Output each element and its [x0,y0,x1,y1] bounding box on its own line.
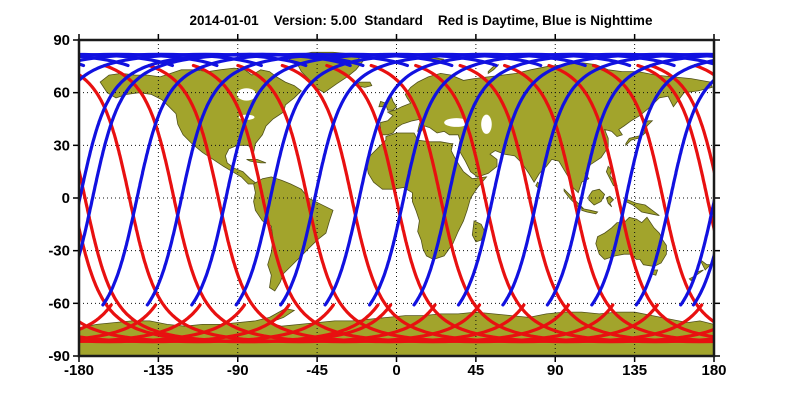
nighttime-tracks-path [590,58,714,307]
nighttime-tracks-path [79,52,365,262]
x-tick-label: -180 [64,362,94,379]
daytime-tracks-path [191,63,570,344]
daytime-tracks-path [369,63,714,344]
daytime-tracks-path [325,63,704,344]
x-tick-label: 180 [701,362,726,379]
landmass [625,199,660,216]
nighttime-tracks-path [279,52,587,307]
sea [444,118,469,127]
daytime-tracks-path [547,63,714,339]
x-tick-label: -90 [227,362,249,379]
nighttime-tracks-path [738,54,800,305]
y-tick-label: -90 [48,348,70,365]
y-tick-label: 30 [53,137,70,154]
x-tick-label: -135 [143,362,173,379]
y-tick-label: 0 [62,190,70,207]
daytime-tracks-path [784,66,800,342]
landmass [605,195,615,208]
y-tick-label: -30 [48,243,70,260]
sea [236,88,257,101]
daytime-tracks-path [280,63,659,344]
landmass [581,208,599,215]
x-tick-label: -45 [306,362,328,379]
nighttime-tracks-path [79,52,308,83]
figure-title: 2014-01-01 Version: 5.00 Standard Red is… [189,13,653,28]
landmass [588,188,606,206]
daytime-tracks-path [636,63,714,236]
nighttime-tracks-path [323,52,632,307]
daytime-tracks-path [649,63,714,178]
x-tick-label: 0 [392,362,400,379]
y-tick-label: -60 [48,295,70,312]
nighttime-tracks-path [545,53,714,307]
x-tick-label: 45 [468,362,485,379]
nighttime-tracks-path [79,52,352,210]
nighttime-tracks-path [782,54,800,305]
daytime-tracks [0,63,800,344]
x-tick-label: 135 [622,362,647,379]
daytime-tracks-path [740,66,800,342]
daytime-tracks-path [0,66,22,342]
nighttime-tracks-path [501,52,714,307]
nighttime-tracks-path [634,78,714,307]
daytime-tracks-path [147,63,526,344]
nighttime-tracks-path [79,62,86,68]
nighttime-tracks-path [412,52,714,307]
axis-ticks: -180 -135 -90 -45 0 45 90 135 180 90 60 30 0 -30 -60 -9… [48,32,726,379]
sea [481,114,492,134]
nighttime-tracks-path [679,194,714,307]
nighttime-tracks-path [234,52,543,307]
nighttime-tracks-path [0,54,39,305]
daytime-tracks-path [458,63,714,344]
x-tick-label: 90 [547,362,564,379]
plot-frame [77,38,716,358]
nighttime-tracks-path [456,52,714,307]
daytime-tracks-path [503,63,714,343]
landmass [380,62,713,194]
y-tick-label: 60 [53,85,70,102]
nighttime-tracks-path [190,52,498,307]
daytime-tracks-path [414,63,714,344]
nighttime-tracks [0,52,800,307]
daytime-tracks-path [236,63,615,344]
nighttime-tracks-path [145,52,454,307]
daytime-tracks-path [79,303,335,344]
nighttime-tracks-path [101,52,409,307]
y-tick-label: 90 [53,32,70,49]
daytime-tracks-path [79,303,291,344]
nighttime-tracks-path [368,52,676,307]
daytime-tracks-path [591,63,714,324]
